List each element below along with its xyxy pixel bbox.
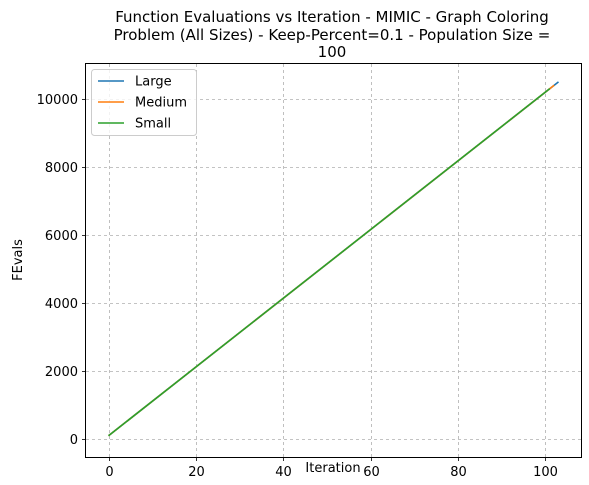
y-axis-label: FEvals [11,239,26,281]
x-tick-label: 60 [363,465,380,480]
legend-label-small: Small [135,117,171,132]
legend-label-large: Large [135,75,172,90]
y-tick-label: 8000 [45,161,78,176]
plot-frame [85,63,582,458]
x-tick-label: 20 [188,465,205,480]
title-line-2: Problem (All Sizes) - Keep-Percent=0.1 -… [114,26,551,44]
x-axis-label: Iteration [305,461,360,476]
legend-label-medium: Medium [135,96,187,111]
series-lines [108,81,559,437]
y-tick-label: 4000 [45,297,78,312]
legend-box [91,69,197,136]
title-line-1: Function Evaluations vs Iteration - MIMI… [115,8,549,26]
legend: Large Medium Small [91,69,197,136]
title-line-3: 100 [318,43,347,61]
y-tick-label: 2000 [45,365,78,380]
grid [86,64,581,457]
x-tick-label: 80 [450,465,467,480]
x-tick-label: 100 [533,465,558,480]
axis-ticks: 0 20 40 60 80 100 0 2000 4000 6000 8000 10000 [37,93,558,480]
x-tick-label: 40 [275,465,292,480]
y-tick-label: 0 [70,433,78,448]
y-tick-label: 10000 [37,93,78,108]
chart-title: Function Evaluations vs Iteration - MIMI… [114,8,551,61]
x-tick-label: 0 [105,465,113,480]
series-line-small [108,88,551,437]
y-tick-label: 6000 [45,229,78,244]
